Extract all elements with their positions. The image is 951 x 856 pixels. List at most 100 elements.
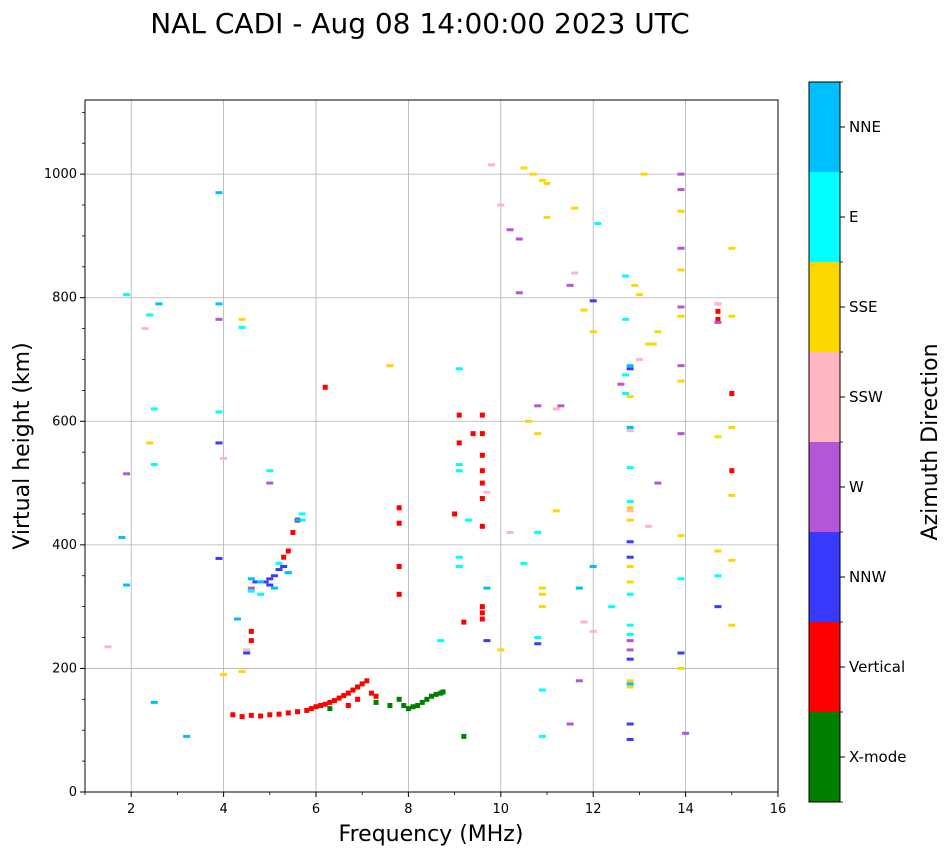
data-point-sse <box>520 166 528 170</box>
data-point-sse <box>146 441 154 445</box>
data-point-vertical <box>345 703 351 708</box>
data-point-nne <box>123 583 131 587</box>
data-point-vertical <box>715 308 721 314</box>
data-point-vertical <box>350 687 356 693</box>
data-point-nne <box>118 535 126 539</box>
data-point-sse <box>654 330 662 334</box>
data-point-vertical <box>729 390 735 396</box>
data-point-e <box>622 317 630 321</box>
data-point-vertical <box>396 563 402 569</box>
data-point-sse <box>552 509 560 513</box>
data-point-sse <box>626 685 634 689</box>
y-axis-label: Virtual height (km) <box>10 342 35 549</box>
data-point-e <box>298 512 306 516</box>
data-point-ssw <box>589 629 597 633</box>
data-point-ssw <box>580 620 588 624</box>
data-point-nnw <box>714 605 722 609</box>
data-point-vertical <box>396 520 402 526</box>
data-point-nnw <box>534 642 542 646</box>
data-point-vertical <box>456 440 462 446</box>
data-point-sse <box>677 314 685 318</box>
data-point-nnw <box>626 737 634 741</box>
data-point-vertical <box>364 678 370 684</box>
data-point-x-mode <box>433 691 439 697</box>
colorbar-segment <box>809 172 840 262</box>
data-point-e <box>534 531 542 534</box>
data-point-nne <box>155 302 163 306</box>
data-point-nne <box>626 364 634 368</box>
data-point-nnw <box>275 568 283 572</box>
data-point-nnw <box>483 639 491 643</box>
data-point-w <box>677 305 685 309</box>
data-point-vertical <box>304 707 310 713</box>
data-point-nne <box>257 580 265 584</box>
data-point-sse <box>626 564 634 568</box>
data-point-vertical <box>479 610 485 616</box>
data-point-sse <box>220 673 228 677</box>
data-point-sse <box>386 364 394 368</box>
data-point-vertical <box>479 468 485 474</box>
data-point-ssw <box>714 302 722 306</box>
data-point-w <box>682 731 690 735</box>
data-point-e <box>622 274 630 278</box>
y-tick-label: 200 <box>52 661 77 676</box>
data-point-sse <box>649 342 657 346</box>
data-point-sse <box>626 395 634 399</box>
data-point-e <box>455 469 463 473</box>
data-point-sse <box>543 181 551 185</box>
data-point-vertical <box>396 591 402 597</box>
data-point-sse <box>538 586 546 590</box>
data-point-x-mode <box>327 706 333 712</box>
data-point-w <box>515 237 523 241</box>
data-point-e <box>538 734 546 738</box>
data-point-ssw <box>483 490 491 494</box>
colorbar-label: NNW <box>849 568 886 586</box>
data-point-nnw <box>261 580 269 584</box>
data-point-w <box>215 317 223 321</box>
x-tick-label: 16 <box>770 802 787 817</box>
y-tick-label: 800 <box>52 291 77 306</box>
data-point-vertical <box>248 712 254 718</box>
data-point-sse <box>589 330 597 334</box>
data-point-sse <box>238 317 246 321</box>
data-point-sse <box>626 580 634 584</box>
data-point-e <box>247 589 255 593</box>
x-axis-ticks: 2 4 6 8 10 12 14 16 <box>84 792 787 817</box>
data-point-e <box>215 410 223 414</box>
data-point-e <box>455 367 463 371</box>
data-point-w <box>266 481 274 485</box>
data-point-w <box>123 472 131 476</box>
data-point-nne <box>183 734 191 738</box>
data-point-sse <box>677 379 685 383</box>
data-point-ssw <box>645 524 653 528</box>
data-point-vertical <box>248 628 254 634</box>
data-point-e <box>298 518 306 522</box>
data-point-e <box>677 577 685 581</box>
data-point-e <box>608 605 616 609</box>
data-point-vertical <box>327 699 333 705</box>
data-point-sse <box>626 506 634 510</box>
data-point-vertical <box>461 619 467 625</box>
data-point-nnw <box>626 657 634 661</box>
data-point-w <box>566 722 574 726</box>
data-point-e <box>437 639 445 643</box>
data-point-vertical <box>313 704 319 710</box>
data-point-sse <box>728 558 736 562</box>
data-point-w <box>677 188 685 192</box>
data-point-vertical <box>479 616 485 622</box>
data-point-e <box>455 564 463 568</box>
data-point-sse <box>728 314 736 318</box>
data-point-sse <box>677 209 685 213</box>
data-point-w <box>557 404 565 408</box>
data-point-vertical <box>479 496 485 502</box>
data-point-w <box>534 404 542 408</box>
data-point-vertical <box>267 712 273 718</box>
data-point-sse <box>534 432 542 436</box>
colorbar-label: NNE <box>849 118 881 136</box>
data-point-e <box>455 463 463 467</box>
data-point-nne <box>150 700 158 704</box>
data-point-vertical <box>479 523 485 529</box>
data-point-x-mode <box>440 689 446 695</box>
x-tick-label: 6 <box>312 802 320 817</box>
data-point-nne <box>233 617 241 621</box>
